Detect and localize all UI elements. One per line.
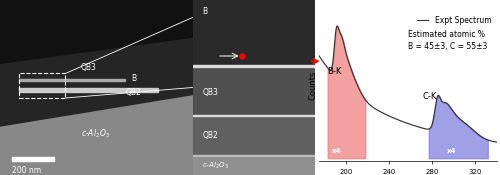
Y-axis label: Counts: Counts	[308, 71, 318, 100]
Text: $c$-Al$_2$O$_3$: $c$-Al$_2$O$_3$	[81, 128, 110, 140]
Text: B: B	[131, 74, 136, 83]
Text: x4: x4	[332, 148, 342, 153]
Bar	[192, 156, 315, 175]
Text: x4: x4	[447, 148, 456, 153]
Text: C-K: C-K	[422, 92, 436, 101]
Bar	[192, 116, 315, 156]
Text: $c$-Al$_2$O$_3$: $c$-Al$_2$O$_3$	[202, 161, 229, 171]
Polygon shape	[0, 38, 192, 126]
Text: 200 nm: 200 nm	[12, 166, 40, 175]
Text: QB2: QB2	[125, 88, 141, 97]
Bar	[192, 0, 315, 66]
Text: B-K: B-K	[328, 67, 342, 76]
Bar	[19, 88, 158, 92]
Bar	[192, 65, 315, 67]
Text: QB3: QB3	[202, 88, 218, 96]
Text: QB2: QB2	[202, 131, 218, 140]
Bar	[19, 79, 125, 81]
Bar	[192, 155, 315, 156]
Legend: Expt Spectrum: Expt Spectrum	[416, 14, 492, 26]
Bar	[192, 66, 315, 116]
Text: Estimated atomic %
B = 45±3, C = 55±3: Estimated atomic % B = 45±3, C = 55±3	[408, 30, 487, 51]
Bar	[192, 115, 315, 116]
Bar	[19, 74, 66, 98]
Text: QB3: QB3	[81, 63, 96, 72]
Text: B: B	[202, 7, 207, 16]
Bar	[12, 157, 54, 161]
